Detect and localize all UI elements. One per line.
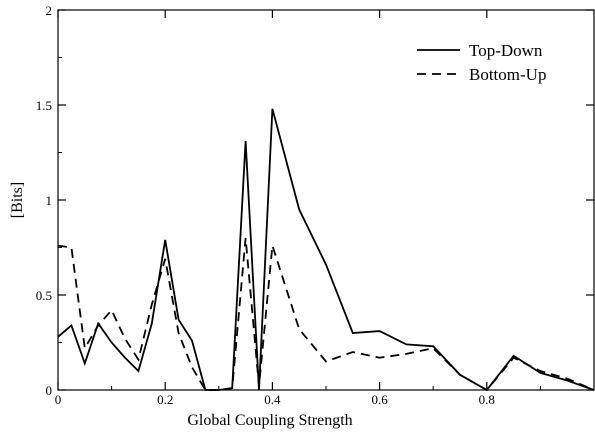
series-line-bottom-up: [57, 237, 595, 392]
x-tick-label: 0.2: [157, 392, 173, 407]
plot-area: [57, 9, 595, 391]
series-layer: [57, 108, 595, 392]
x-axis-label: Global Coupling Strength: [187, 412, 352, 429]
y-tick-label: 0: [46, 383, 53, 398]
x-tick-label: 0: [55, 392, 62, 407]
legend-label: Bottom-Up: [469, 65, 546, 84]
x-tick-label: 0.8: [479, 392, 495, 407]
y-tick-label: 2: [46, 3, 53, 18]
legend-label: Top-Down: [469, 41, 543, 60]
legend: Top-Down Bottom-Up: [417, 41, 546, 84]
y-tick-label: 1: [46, 193, 53, 208]
axis-ticks: 0 0.2 0.4 0.6 0.8 0 0.5 1 1.5 2: [36, 3, 594, 407]
x-tick-label: 0.4: [264, 392, 281, 407]
y-tick-label: 1.5: [36, 98, 52, 113]
y-axis-label: [Bits]: [9, 182, 26, 218]
x-tick-label: 0.6: [371, 392, 388, 407]
y-tick-label: 0.5: [36, 288, 52, 303]
